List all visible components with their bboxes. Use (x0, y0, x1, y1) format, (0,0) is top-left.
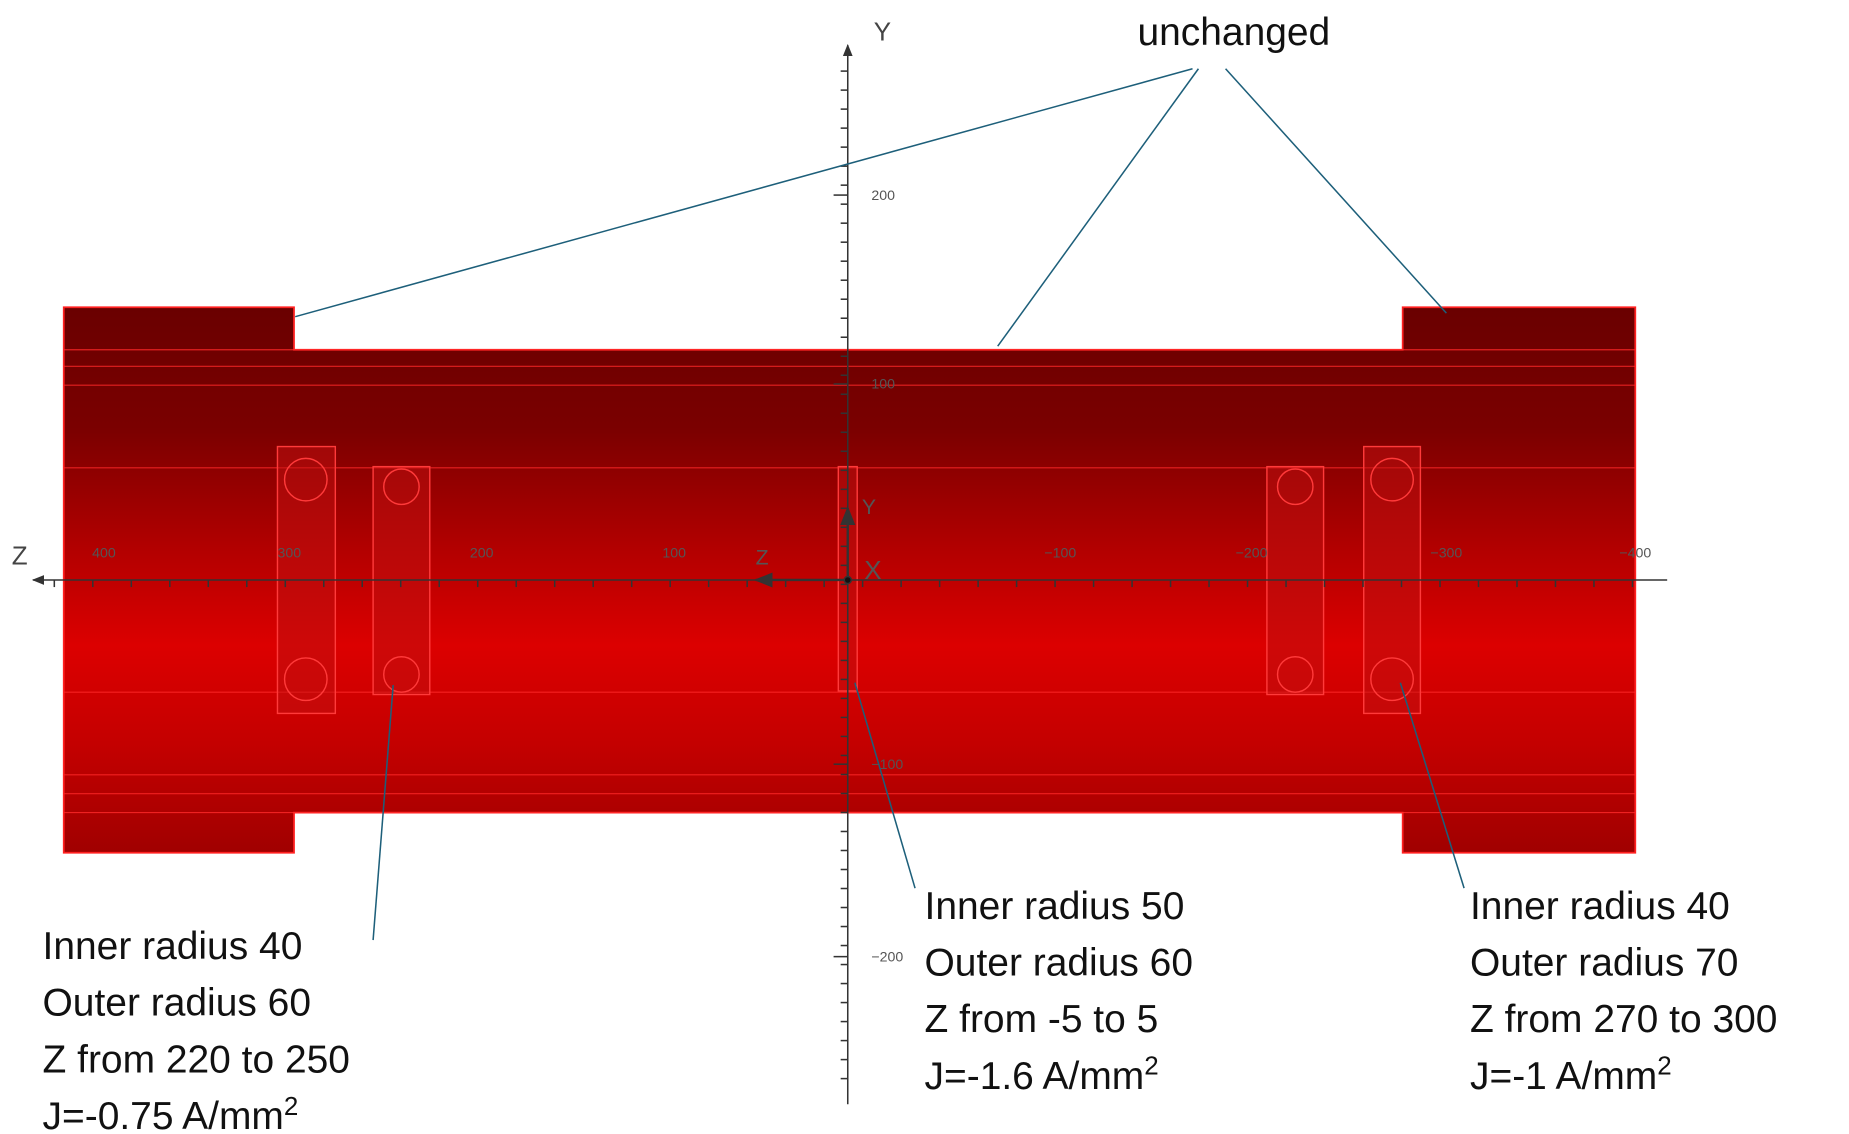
coil-note-line: Z from 270 to 300 (1470, 998, 1777, 1041)
y-tick-label: −200 (871, 949, 903, 965)
z-tick-label: 100 (662, 546, 686, 562)
z-tick-label: −300 (1430, 546, 1462, 562)
y-tick-label: −100 (871, 757, 903, 773)
coil-note-line: Outer radius 60 (43, 982, 312, 1025)
coil-note-line: Outer radius 60 (925, 942, 1194, 985)
coil-note-line: Outer radius 70 (1470, 942, 1739, 985)
coil-note-line: Inner radius 40 (43, 925, 303, 968)
current-unit-sup: 2 (1144, 1051, 1158, 1081)
current-text: J=-1 A/mm (1470, 1055, 1657, 1098)
origin-axis-label: Y (862, 495, 876, 519)
y-tick-label: 100 (871, 377, 895, 393)
z-tick-label: −400 (1619, 546, 1651, 562)
z-tick-label: 200 (470, 546, 494, 562)
coil-note-line: Inner radius 40 (1470, 885, 1730, 928)
current-text: J=-1.6 A/mm (925, 1055, 1145, 1098)
z-tick-label: 400 (92, 546, 116, 562)
coil-note-line: Z from -5 to 5 (925, 998, 1159, 1041)
z-tick-label: 300 (277, 546, 301, 562)
origin-axis-label: Z (756, 546, 769, 570)
unchanged-label: unchanged (1137, 11, 1330, 54)
y-tick-label: 200 (871, 188, 895, 204)
z-tick-label: −200 (1236, 546, 1268, 562)
z-tick-label: −100 (1044, 546, 1076, 562)
origin-axis-label: X (864, 555, 881, 585)
current-text: J=-0.75 A/mm (43, 1095, 284, 1134)
coil-current: J=-1.6 A/mm2 (925, 1051, 1159, 1098)
coil-current: J=-0.75 A/mm2 (43, 1091, 299, 1134)
coil-current: J=-1 A/mm2 (1470, 1051, 1672, 1098)
coil-note-line: Inner radius 50 (925, 885, 1185, 928)
coil-note-line: Z from 220 to 250 (43, 1038, 350, 1081)
current-unit-sup: 2 (1657, 1051, 1671, 1081)
cad-view: Y Z unchanged 200 100 −100 −200 400 300 200 100… (0, 0, 1849, 1134)
y-axis-label: Y (874, 16, 891, 46)
current-unit-sup: 2 (284, 1091, 298, 1121)
z-axis-label: Z (12, 541, 28, 571)
